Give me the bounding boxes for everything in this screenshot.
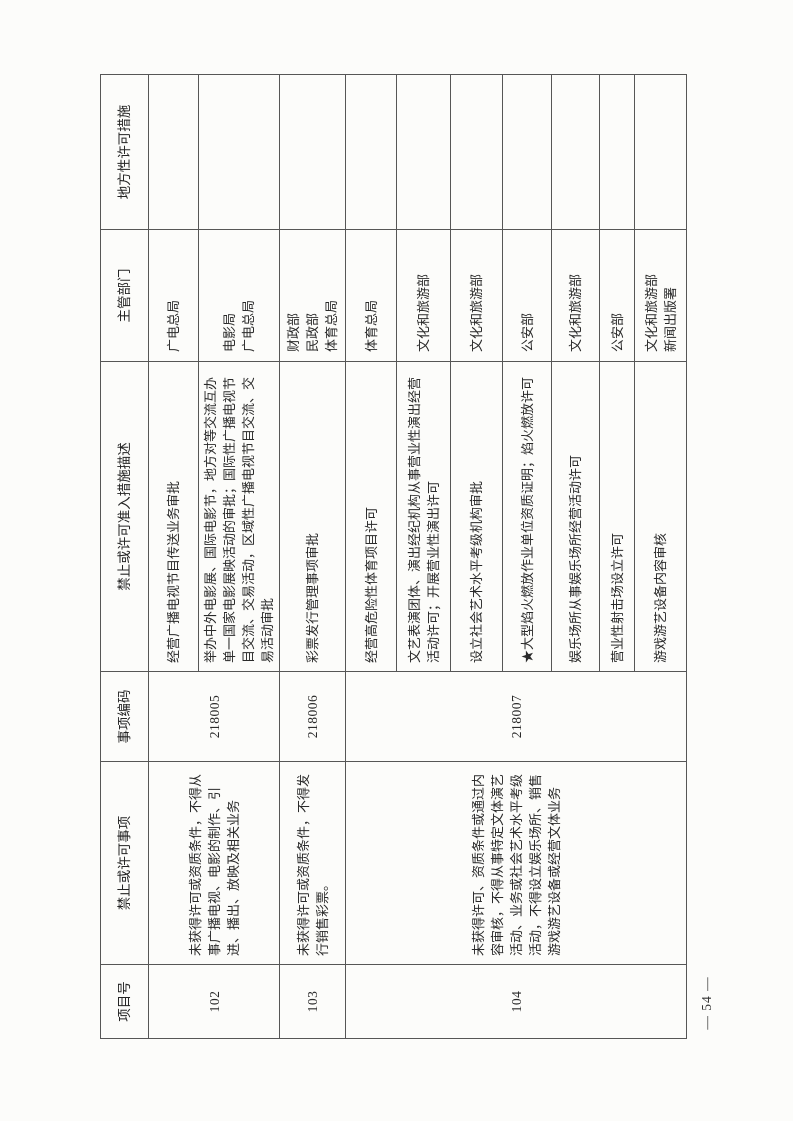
negative-list-table: 项目号 禁止或许可事项 事项编码 禁止或许可准入措施描述 主管部门 地方性许可措施 102… bbox=[100, 74, 687, 1039]
cell-item-no: 102 bbox=[148, 964, 280, 1039]
column-header-item-no: 项目号 bbox=[100, 964, 149, 1039]
cell-measure: 举办中外电影展、国际电影节，地方对等交流互办单一国家电影展映活动的审批；国际性广… bbox=[198, 361, 280, 672]
cell-department: 财政部 民政部 体育总局 bbox=[279, 229, 346, 362]
cell-measure: ★大型焰火燃放作业单位资质证明；焰火燃放许可 bbox=[502, 361, 552, 672]
cell-department: 公安部 bbox=[599, 229, 635, 362]
cell-measure: 经营高危险性体育项目许可 bbox=[345, 361, 397, 672]
column-header-measure-desc: 禁止或许可准入措施描述 bbox=[100, 361, 149, 672]
cell-local-measures bbox=[279, 74, 346, 230]
cell-measure: 经营广播电视节目传送业务审批 bbox=[148, 361, 199, 672]
cell-measure: 文艺表演团体、演出经纪机构从事营业性演出经营活动许可；开展营业性演出许可 bbox=[396, 361, 451, 672]
cell-local-measures bbox=[551, 74, 600, 230]
cell-department: 文化和旅游部 新闻出版署 bbox=[634, 229, 687, 362]
cell-local-measures bbox=[502, 74, 552, 230]
table-body: 102 未获得许可或资质条件，不得从事广播电视、电影的制作、引进、播出、放映及相关… bbox=[148, 74, 687, 1039]
cell-department: 体育总局 bbox=[345, 229, 397, 362]
cell-item: 未获得许可、资质条件或通过内容审核，不得从事特定文体演艺活动、业务或社会艺术水平… bbox=[345, 761, 687, 965]
cell-item: 未获得许可或资质条件，不得发行销售彩票。 bbox=[279, 761, 346, 965]
cell-item: 未获得许可或资质条件，不得从事广播电视、电影的制作、引进、播出、放映及相关业务 bbox=[148, 761, 280, 965]
cell-local-measures bbox=[634, 74, 687, 230]
cell-department: 文化和旅游部 bbox=[396, 229, 451, 362]
cell-department: 文化和旅游部 bbox=[551, 229, 600, 362]
cell-local-measures bbox=[345, 74, 397, 230]
column-header-item: 禁止或许可事项 bbox=[100, 761, 149, 965]
cell-measure: 设立社会艺术水平考级机构审批 bbox=[450, 361, 503, 672]
cell-local-measures bbox=[396, 74, 451, 230]
column-header-local-measures: 地方性许可措施 bbox=[100, 74, 149, 230]
cell-local-measures bbox=[599, 74, 635, 230]
cell-measure: 营业性射击场设立许可 bbox=[599, 361, 635, 672]
cell-code: 218006 bbox=[279, 671, 346, 762]
cell-code: 218005 bbox=[148, 671, 280, 762]
column-header-code: 事项编码 bbox=[100, 671, 149, 762]
cell-item-no: 104 bbox=[345, 964, 687, 1039]
column-header-department: 主管部门 bbox=[100, 229, 149, 362]
cell-measure: 娱乐场所从事娱乐场所经营活动许可 bbox=[551, 361, 600, 672]
cell-item-no: 103 bbox=[279, 964, 346, 1039]
cell-department: 电影局 广电总局 bbox=[198, 229, 280, 362]
cell-department: 广电总局 bbox=[148, 229, 199, 362]
cell-code: 218007 bbox=[345, 671, 687, 762]
table-row: 104 未获得许可、资质条件或通过内容审核，不得从事特定文体演艺活动、业务或社会艺… bbox=[345, 74, 687, 1039]
cell-measure: 游戏游艺设备内容审核 bbox=[634, 361, 687, 672]
cell-measure: 彩票发行管理事项审批 bbox=[279, 361, 346, 672]
cell-department: 公安部 bbox=[502, 229, 552, 362]
table-row: 103 未获得许可或资质条件，不得发行销售彩票。 218006 彩票发行管理事项审批财… bbox=[279, 74, 346, 1039]
cell-department: 文化和旅游部 bbox=[450, 229, 503, 362]
cell-local-measures bbox=[450, 74, 503, 230]
cell-local-measures bbox=[198, 74, 280, 230]
page-number: — 54 — bbox=[699, 976, 714, 1030]
table-header-row: 项目号 禁止或许可事项 事项编码 禁止或许可准入措施描述 主管部门 地方性许可措施 bbox=[100, 74, 149, 1039]
table-row: 102 未获得许可或资质条件，不得从事广播电视、电影的制作、引进、播出、放映及相关… bbox=[148, 74, 280, 1039]
cell-local-measures bbox=[148, 74, 199, 230]
